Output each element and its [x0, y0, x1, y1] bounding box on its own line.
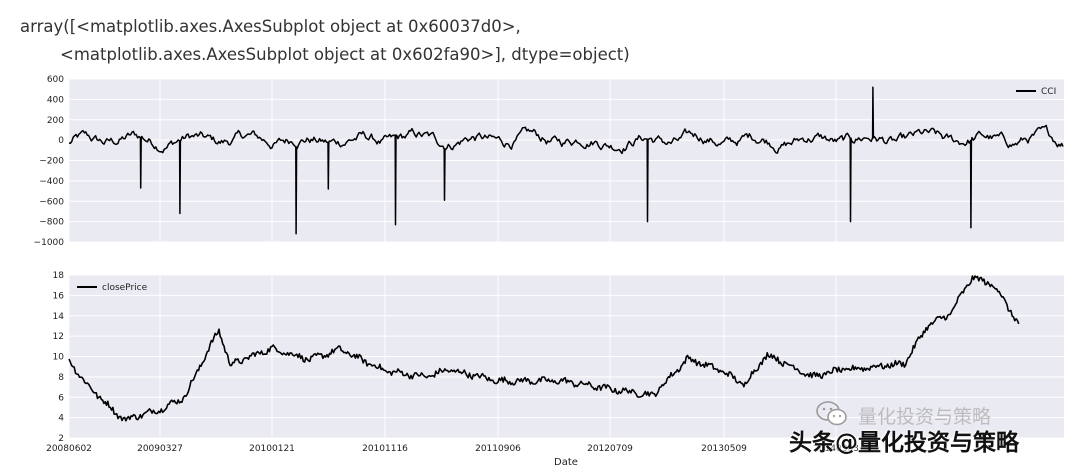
watermark-top: 量化投资与策略 — [858, 406, 992, 428]
y-tick-label: −800 — [39, 218, 64, 228]
x-tick-label: 20120709 — [587, 444, 633, 454]
cci-subplot: 600 400 200 0 −200 −400 −600 −800 −1000 CCI — [34, 75, 1064, 248]
cci-series-line — [68, 86, 1064, 235]
y-tick-label: 2 — [58, 434, 64, 444]
x-tick-label: 20080602 — [46, 444, 92, 454]
output-repr-line-2: <matplotlib.axes.AxesSubplot object at 0… — [60, 45, 630, 64]
y-tick-label: 12 — [53, 332, 64, 342]
y-tick-label: −1000 — [34, 238, 65, 248]
output-repr-line-1: array([<matplotlib.axes.AxesSubplot obje… — [20, 17, 521, 36]
watermark-bottom: 头条@量化投资与策略 — [789, 430, 1019, 456]
y-tick-label: 400 — [47, 95, 64, 105]
y-tick-label: 200 — [47, 116, 64, 126]
y-tick-label: −200 — [39, 157, 64, 167]
x-tick-label: 20101116 — [362, 444, 408, 454]
y-tick-label: −600 — [39, 197, 64, 207]
y-tick-label: −400 — [39, 177, 64, 187]
y-tick-label: 16 — [53, 291, 65, 301]
y-tick-label: 18 — [53, 271, 65, 281]
y-tick-label: 10 — [53, 353, 65, 363]
legend-label-closeprice: closePrice — [102, 283, 148, 293]
closeprice-subplot: 18 16 14 12 10 8 6 4 2 closePrice 20080602 20090327… — [46, 271, 1064, 468]
legend-label-cci: CCI — [1041, 87, 1056, 97]
x-tick-label: 20140303 — [813, 444, 859, 454]
x-axis-label: Date — [554, 457, 578, 468]
y-tick-label: 0 — [58, 136, 64, 146]
x-tick-label: 20130509 — [701, 444, 747, 454]
x-tick-label: 20100121 — [249, 444, 295, 454]
y-tick-label: 6 — [58, 393, 64, 403]
y-tick-label: 600 — [47, 75, 64, 85]
y-tick-label: 8 — [58, 373, 64, 383]
y-tick-label: 14 — [53, 312, 65, 322]
wechat-icon — [816, 401, 847, 426]
x-tick-label: 20090327 — [137, 444, 183, 454]
x-tick-label: 20110906 — [475, 444, 521, 454]
closeprice-series-line — [68, 275, 1020, 422]
y-tick-label: 4 — [58, 414, 64, 424]
